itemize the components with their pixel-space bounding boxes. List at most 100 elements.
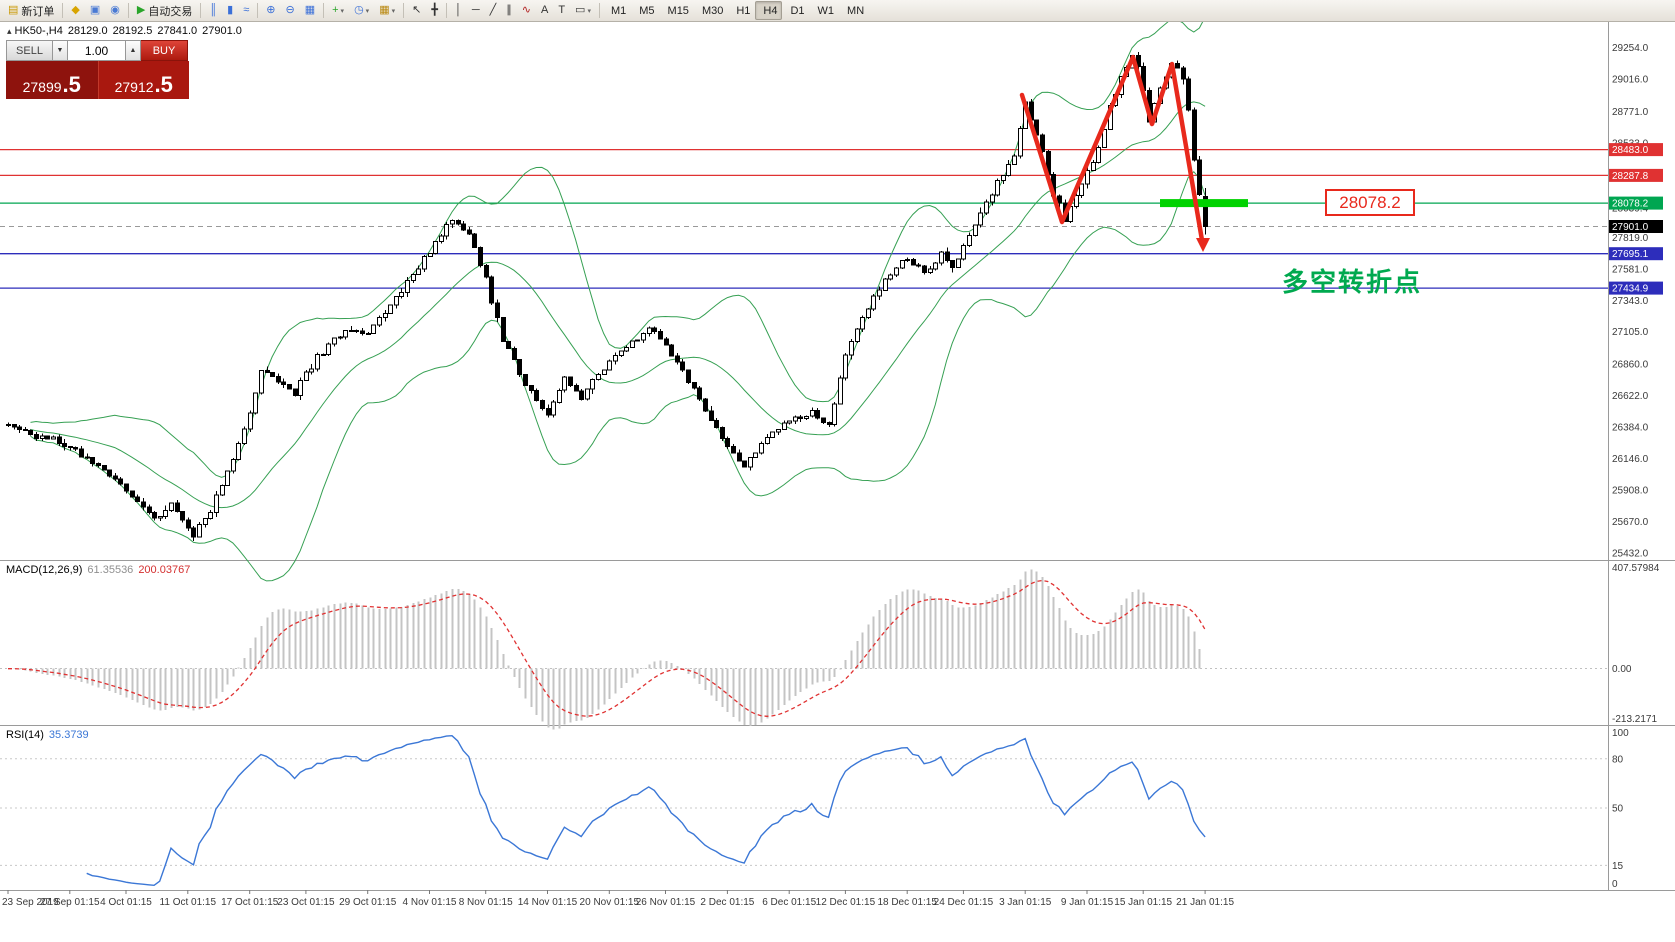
label-icon[interactable]: T bbox=[553, 1, 570, 20]
navigator-icon: ◉ bbox=[110, 4, 120, 16]
market-watch-icon[interactable]: ◆ bbox=[66, 1, 84, 20]
svg-text:28483.0: 28483.0 bbox=[1612, 145, 1649, 156]
svg-text:23 Oct 01:15: 23 Oct 01:15 bbox=[277, 897, 335, 908]
rsi-panel: 100 80 50 15 0 bbox=[0, 728, 1629, 890]
trendline-icon[interactable]: ╱ bbox=[485, 1, 502, 20]
volume-down-button[interactable]: ▼ bbox=[53, 40, 68, 61]
timeframe-h1-label: H1 bbox=[736, 4, 751, 17]
crosshair-icon[interactable]: ╋ bbox=[426, 1, 443, 20]
toolbar-separator bbox=[62, 3, 64, 18]
price-annotation-box[interactable]: 28078.2 bbox=[1325, 189, 1415, 216]
timeframe-w1[interactable]: W1 bbox=[810, 1, 840, 20]
vertical-line-icon[interactable]: │ bbox=[450, 1, 467, 20]
indicators-button[interactable]: + ▾ bbox=[327, 1, 349, 20]
bar-chart-icon: ║ bbox=[209, 4, 218, 16]
timeframe-m1[interactable]: M1 bbox=[603, 1, 631, 20]
periods-button[interactable]: ◷ ▾ bbox=[349, 1, 374, 20]
timeframe-d1[interactable]: D1 bbox=[782, 1, 809, 20]
buy-price-display[interactable]: 27912 .5 bbox=[97, 61, 189, 99]
crosshair-icon: ╋ bbox=[431, 4, 438, 16]
templates-button[interactable]: ▦ ▾ bbox=[374, 1, 400, 20]
toolbar-separator bbox=[200, 3, 202, 18]
data-window-icon[interactable]: ▣ bbox=[85, 1, 105, 20]
templates-icon: ▦ bbox=[379, 4, 390, 16]
collapse-trade-panel-icon[interactable]: ▴ bbox=[7, 26, 12, 36]
svg-text:0.00: 0.00 bbox=[1612, 664, 1632, 675]
macd-name: MACD(12,26,9) bbox=[6, 564, 83, 576]
timeframe-m1-label: M1 bbox=[610, 4, 627, 17]
line-chart-icon: ≈ bbox=[243, 4, 250, 16]
navigator-icon[interactable]: ◉ bbox=[105, 1, 125, 20]
buy-price-fraction: .5 bbox=[154, 72, 173, 98]
svg-text:9 Jan 01:15: 9 Jan 01:15 bbox=[1061, 897, 1114, 908]
toolbar-separator bbox=[598, 3, 600, 18]
shapes-icon[interactable]: ▭ ▾ bbox=[570, 1, 596, 20]
candlestick-chart-icon[interactable]: ▮ bbox=[222, 1, 238, 20]
buy-button[interactable]: BUY bbox=[141, 40, 188, 61]
svg-text:2 Dec 01:15: 2 Dec 01:15 bbox=[700, 897, 754, 908]
volume-input[interactable] bbox=[68, 40, 126, 61]
svg-text:100: 100 bbox=[1612, 728, 1629, 739]
zoom-in-icon[interactable]: ⊕ bbox=[261, 1, 280, 20]
close-value: 27901.0 bbox=[202, 25, 242, 37]
rsi-value: 35.3739 bbox=[48, 729, 89, 741]
price-axis: 29254.029016.028771.028533.028039.427819… bbox=[1609, 43, 1663, 559]
timeframe-m15[interactable]: M15 bbox=[660, 1, 694, 20]
svg-text:407.57984: 407.57984 bbox=[1612, 563, 1660, 574]
fibonacci-icon[interactable]: ∿ bbox=[517, 1, 536, 20]
trendline-icon: ╱ bbox=[489, 4, 497, 16]
channel-icon[interactable]: ∥ bbox=[501, 1, 517, 20]
timeframe-h4[interactable]: H4 bbox=[755, 1, 783, 20]
turning-point-annotation[interactable]: 多空转折点 bbox=[1282, 267, 1423, 297]
timeframe-h1[interactable]: H1 bbox=[728, 1, 755, 20]
svg-text:28771.0: 28771.0 bbox=[1612, 107, 1649, 118]
open-value: 28129.0 bbox=[67, 25, 108, 37]
tile-windows-icon: ▦ bbox=[304, 4, 316, 16]
svg-text:80: 80 bbox=[1612, 754, 1624, 765]
timeframe-m5[interactable]: M5 bbox=[631, 1, 659, 20]
svg-text:27105.0: 27105.0 bbox=[1612, 327, 1649, 338]
line-chart-icon[interactable]: ≈ bbox=[238, 1, 254, 20]
new-order-button[interactable]: ▤ 新订单 bbox=[3, 1, 59, 20]
zoom-in-icon: ⊕ bbox=[266, 4, 276, 16]
sell-price-display[interactable]: 27899 .5 bbox=[6, 61, 98, 99]
toolbar: ▤ 新订单 ◆ ▣ ◉ ▶ 自动交易 ║ ▮ ≈ ⊕ ⊖ ▦ + ▾ ◷ ▾ ▦ ▾ ↖ ╋ │ ─ ╱ ∥ ∿ A T ▭ ▾ M1 M5 M… bbox=[0, 0, 1675, 22]
timeframe-mn[interactable]: MN bbox=[839, 1, 869, 20]
svg-text:26860.0: 26860.0 bbox=[1612, 360, 1649, 371]
autotrading-button[interactable]: ▶ 自动交易 bbox=[132, 1, 197, 20]
svg-text:15 Jan 01:15: 15 Jan 01:15 bbox=[1114, 897, 1172, 908]
cursor-icon[interactable]: ↖ bbox=[407, 1, 426, 20]
symbol-period-label: HK50-,H4 bbox=[14, 25, 63, 37]
data-window-icon: ▣ bbox=[89, 4, 101, 16]
tile-windows-icon[interactable]: ▦ bbox=[300, 1, 320, 20]
bar-chart-icon[interactable]: ║ bbox=[204, 1, 222, 20]
toolbar-separator bbox=[323, 3, 325, 18]
svg-text:4 Oct 01:15: 4 Oct 01:15 bbox=[100, 897, 152, 908]
zoom-out-icon[interactable]: ⊖ bbox=[280, 1, 299, 20]
sell-button[interactable]: SELL bbox=[6, 40, 53, 61]
timeframe-m15-label: M15 bbox=[667, 4, 689, 17]
svg-text:29 Oct 01:15: 29 Oct 01:15 bbox=[339, 897, 397, 908]
timeframe-mn-label: MN bbox=[847, 4, 865, 17]
horizontal-price-lines bbox=[0, 148, 1608, 289]
timeframe-m30[interactable]: M30 bbox=[694, 1, 728, 20]
toolbar-separator bbox=[257, 3, 259, 18]
svg-text:25908.0: 25908.0 bbox=[1612, 485, 1649, 496]
sell-price-fraction: .5 bbox=[62, 72, 81, 98]
dropdown-caret-icon: ▾ bbox=[587, 7, 591, 15]
macd-panel: 407.57984 0.00 -213.2171 bbox=[0, 563, 1660, 730]
svg-text:27 Sep 01:15: 27 Sep 01:15 bbox=[40, 897, 100, 908]
svg-text:27695.1: 27695.1 bbox=[1612, 249, 1649, 260]
volume-up-button[interactable]: ▲ bbox=[126, 40, 141, 61]
horizontal-line-icon[interactable]: ─ bbox=[467, 1, 485, 20]
svg-text:21 Jan 01:15: 21 Jan 01:15 bbox=[1176, 897, 1234, 908]
svg-text:-213.2171: -213.2171 bbox=[1612, 714, 1657, 725]
text-icon[interactable]: A bbox=[536, 1, 553, 20]
indicators-icon: + bbox=[332, 4, 339, 16]
vertical-line-icon: │ bbox=[454, 4, 462, 16]
svg-text:24 Dec 01:15: 24 Dec 01:15 bbox=[934, 897, 994, 908]
toolbar-separator bbox=[127, 3, 129, 18]
macd-value: 61.35536 bbox=[87, 564, 134, 576]
